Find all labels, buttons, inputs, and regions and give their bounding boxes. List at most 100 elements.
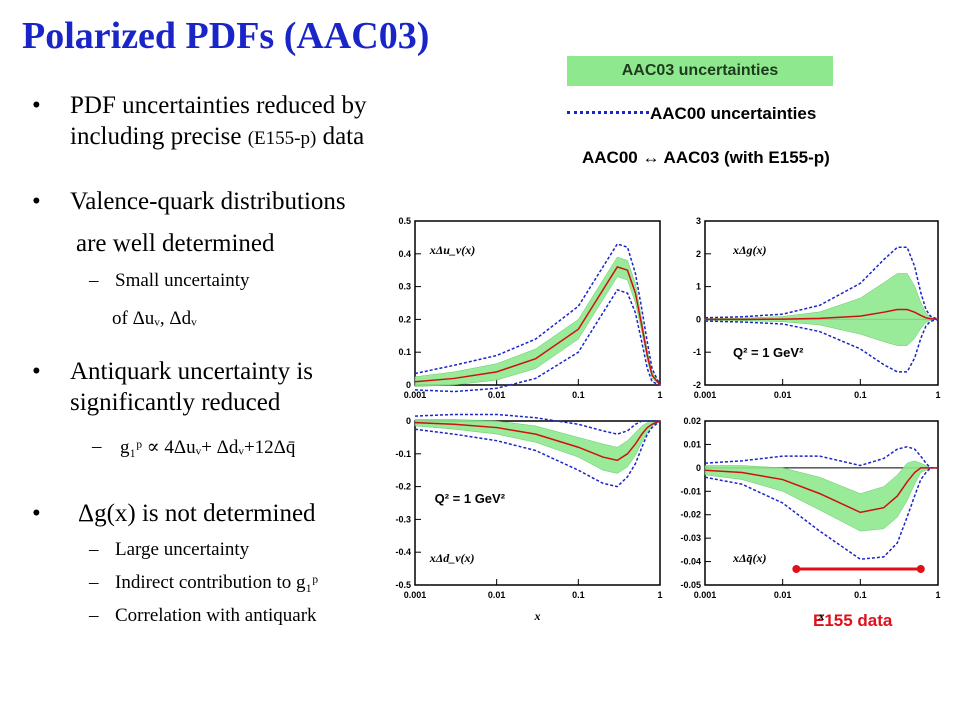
aac00-upper — [414, 243, 661, 386]
x-axis-label: x — [818, 609, 825, 623]
y-tick-label: 2 — [696, 249, 701, 259]
y-tick-label: 3 — [696, 216, 701, 226]
sub-bullet-text: g₁ᵖ ∝ 4Δuᵥ+ Δdᵥ+12Δq̄ — [120, 437, 296, 458]
e155-endpoint — [792, 565, 801, 573]
y-tick-label: 0 — [696, 314, 701, 324]
plot-frame — [704, 220, 939, 386]
y-tick-label: -0.3 — [395, 514, 411, 524]
q2-annotation: Q² = 1 GeV² — [733, 345, 804, 360]
y-tick-label: 0 — [696, 463, 701, 473]
bullet-gluon: • Δg(x) is not determined — [32, 498, 316, 529]
legend-e155: E155 data — [813, 611, 893, 630]
bullet-line: Antiquark uncertainty is — [70, 358, 313, 385]
y-tick-label: 0 — [406, 416, 411, 426]
e155-endpoint — [916, 565, 925, 573]
x-tick-label: 1 — [657, 590, 662, 600]
sub-bullet-text: of Δuᵥ, Δdᵥ — [112, 308, 197, 329]
y-tick-label: 0.2 — [398, 314, 411, 324]
y-tick-label: -0.5 — [395, 580, 411, 590]
y-tick-label: -0.02 — [680, 510, 701, 520]
y-tick-label: 0.5 — [398, 216, 411, 226]
y-tick-label: -0.2 — [395, 482, 411, 492]
plot-frame — [414, 420, 661, 586]
bullet-antiquark: • Antiquark uncertainty is significantly… — [32, 356, 313, 418]
bullet-line: significantly reduced — [70, 389, 281, 416]
x-tick-label: 0.01 — [488, 590, 506, 600]
bullet-valence: • Valence-quark distributions are well d… — [32, 186, 346, 259]
aac00-lower — [414, 420, 661, 488]
bullet-small-text: (E155-p) — [247, 128, 317, 149]
sub-bullet: – Large uncertainty — [89, 539, 250, 561]
bullet-text: data — [316, 123, 365, 150]
x-tick-label: 0.01 — [774, 590, 792, 600]
aac03-band — [704, 460, 938, 532]
bullet-text: including precise — [70, 123, 248, 150]
y-tick-label: -0.04 — [680, 557, 701, 567]
central-curve — [414, 266, 661, 386]
sub-bullet-text: Indirect contribution to g₁ᵖ — [115, 572, 319, 593]
aac00-lower — [704, 318, 939, 373]
bullet-dot: • — [32, 92, 41, 119]
series-label: xΔu_v(x) — [429, 243, 476, 257]
x-tick-label: 0.1 — [572, 390, 585, 400]
y-tick-label: -1 — [693, 347, 701, 357]
sub-bullet-text: Correlation with antiquark — [115, 605, 317, 626]
sub-bullet: – Indirect contribution to g₁ᵖ — [89, 572, 319, 594]
x-tick-label: 1 — [935, 390, 940, 400]
bullet-dot: • — [32, 188, 41, 215]
x-axis-label: x — [534, 609, 541, 623]
aac00-upper — [704, 445, 938, 469]
legend-aac03: AAC03 uncertainties — [567, 56, 833, 86]
x-tick-label: 0.01 — [774, 390, 792, 400]
central-curve — [414, 420, 661, 462]
y-tick-label: 0.3 — [398, 282, 411, 292]
dash-icon: – — [89, 270, 99, 291]
y-tick-label: 0.01 — [683, 439, 701, 449]
y-tick-label: 0.1 — [398, 347, 411, 357]
bullet-dot: • — [32, 500, 41, 527]
aac00-upper — [414, 413, 660, 435]
q2-annotation: Q² = 1 GeV² — [435, 491, 506, 506]
x-tick-label: 0.001 — [694, 390, 717, 400]
aac03-band — [414, 256, 661, 387]
central-curve — [704, 467, 938, 514]
plot-frame — [414, 220, 661, 386]
series-label: xΔg(x) — [732, 243, 767, 257]
aac00-upper — [704, 246, 939, 321]
aac00-lower — [704, 467, 938, 561]
x-tick-label: 0.001 — [404, 390, 427, 400]
x-tick-label: 0.1 — [854, 390, 867, 400]
x-tick-label: 0.1 — [572, 590, 585, 600]
y-tick-label: -0.01 — [680, 486, 701, 496]
y-tick-label: 0 — [406, 380, 411, 390]
sub-bullet: – Correlation with antiquark — [89, 605, 317, 627]
x-tick-label: 0.1 — [854, 590, 867, 600]
x-tick-label: 0.001 — [404, 590, 427, 600]
dash-icon: – — [89, 539, 99, 560]
x-tick-label: 0.001 — [694, 590, 717, 600]
slide-title: Polarized PDFs (AAC03) — [22, 15, 430, 57]
sub-bullet: – g₁ᵖ ∝ 4Δuᵥ+ Δdᵥ+12Δq̄ — [92, 436, 296, 459]
x-tick-label: 0.01 — [488, 390, 506, 400]
y-tick-label: 0.02 — [683, 416, 701, 426]
y-tick-label: -2 — [693, 380, 701, 390]
aac00-lower — [414, 288, 661, 393]
dash-icon: – — [89, 572, 99, 593]
dash-icon: – — [89, 605, 99, 626]
y-tick-label: -0.4 — [395, 547, 411, 557]
y-tick-label: 0.4 — [398, 249, 411, 259]
x-tick-label: 1 — [657, 390, 662, 400]
sub-bullet-text: Small uncertainty — [115, 270, 250, 291]
bullet-line: Valence-quark distributions — [70, 188, 346, 215]
x-tick-label: 1 — [935, 590, 940, 600]
bullet-line: including precise (E155-p) data — [70, 121, 366, 154]
series-label: xΔd_v(x) — [429, 551, 475, 565]
y-tick-label: 1 — [696, 282, 701, 292]
y-tick-label: -0.1 — [395, 449, 411, 459]
legend-dotted-line — [567, 111, 649, 114]
sub-bullet-text: Large uncertainty — [115, 539, 250, 560]
bullet-line: are well determined — [76, 230, 275, 257]
series-label: xΔq̄(x) — [732, 551, 767, 565]
aac03-band — [704, 273, 939, 346]
